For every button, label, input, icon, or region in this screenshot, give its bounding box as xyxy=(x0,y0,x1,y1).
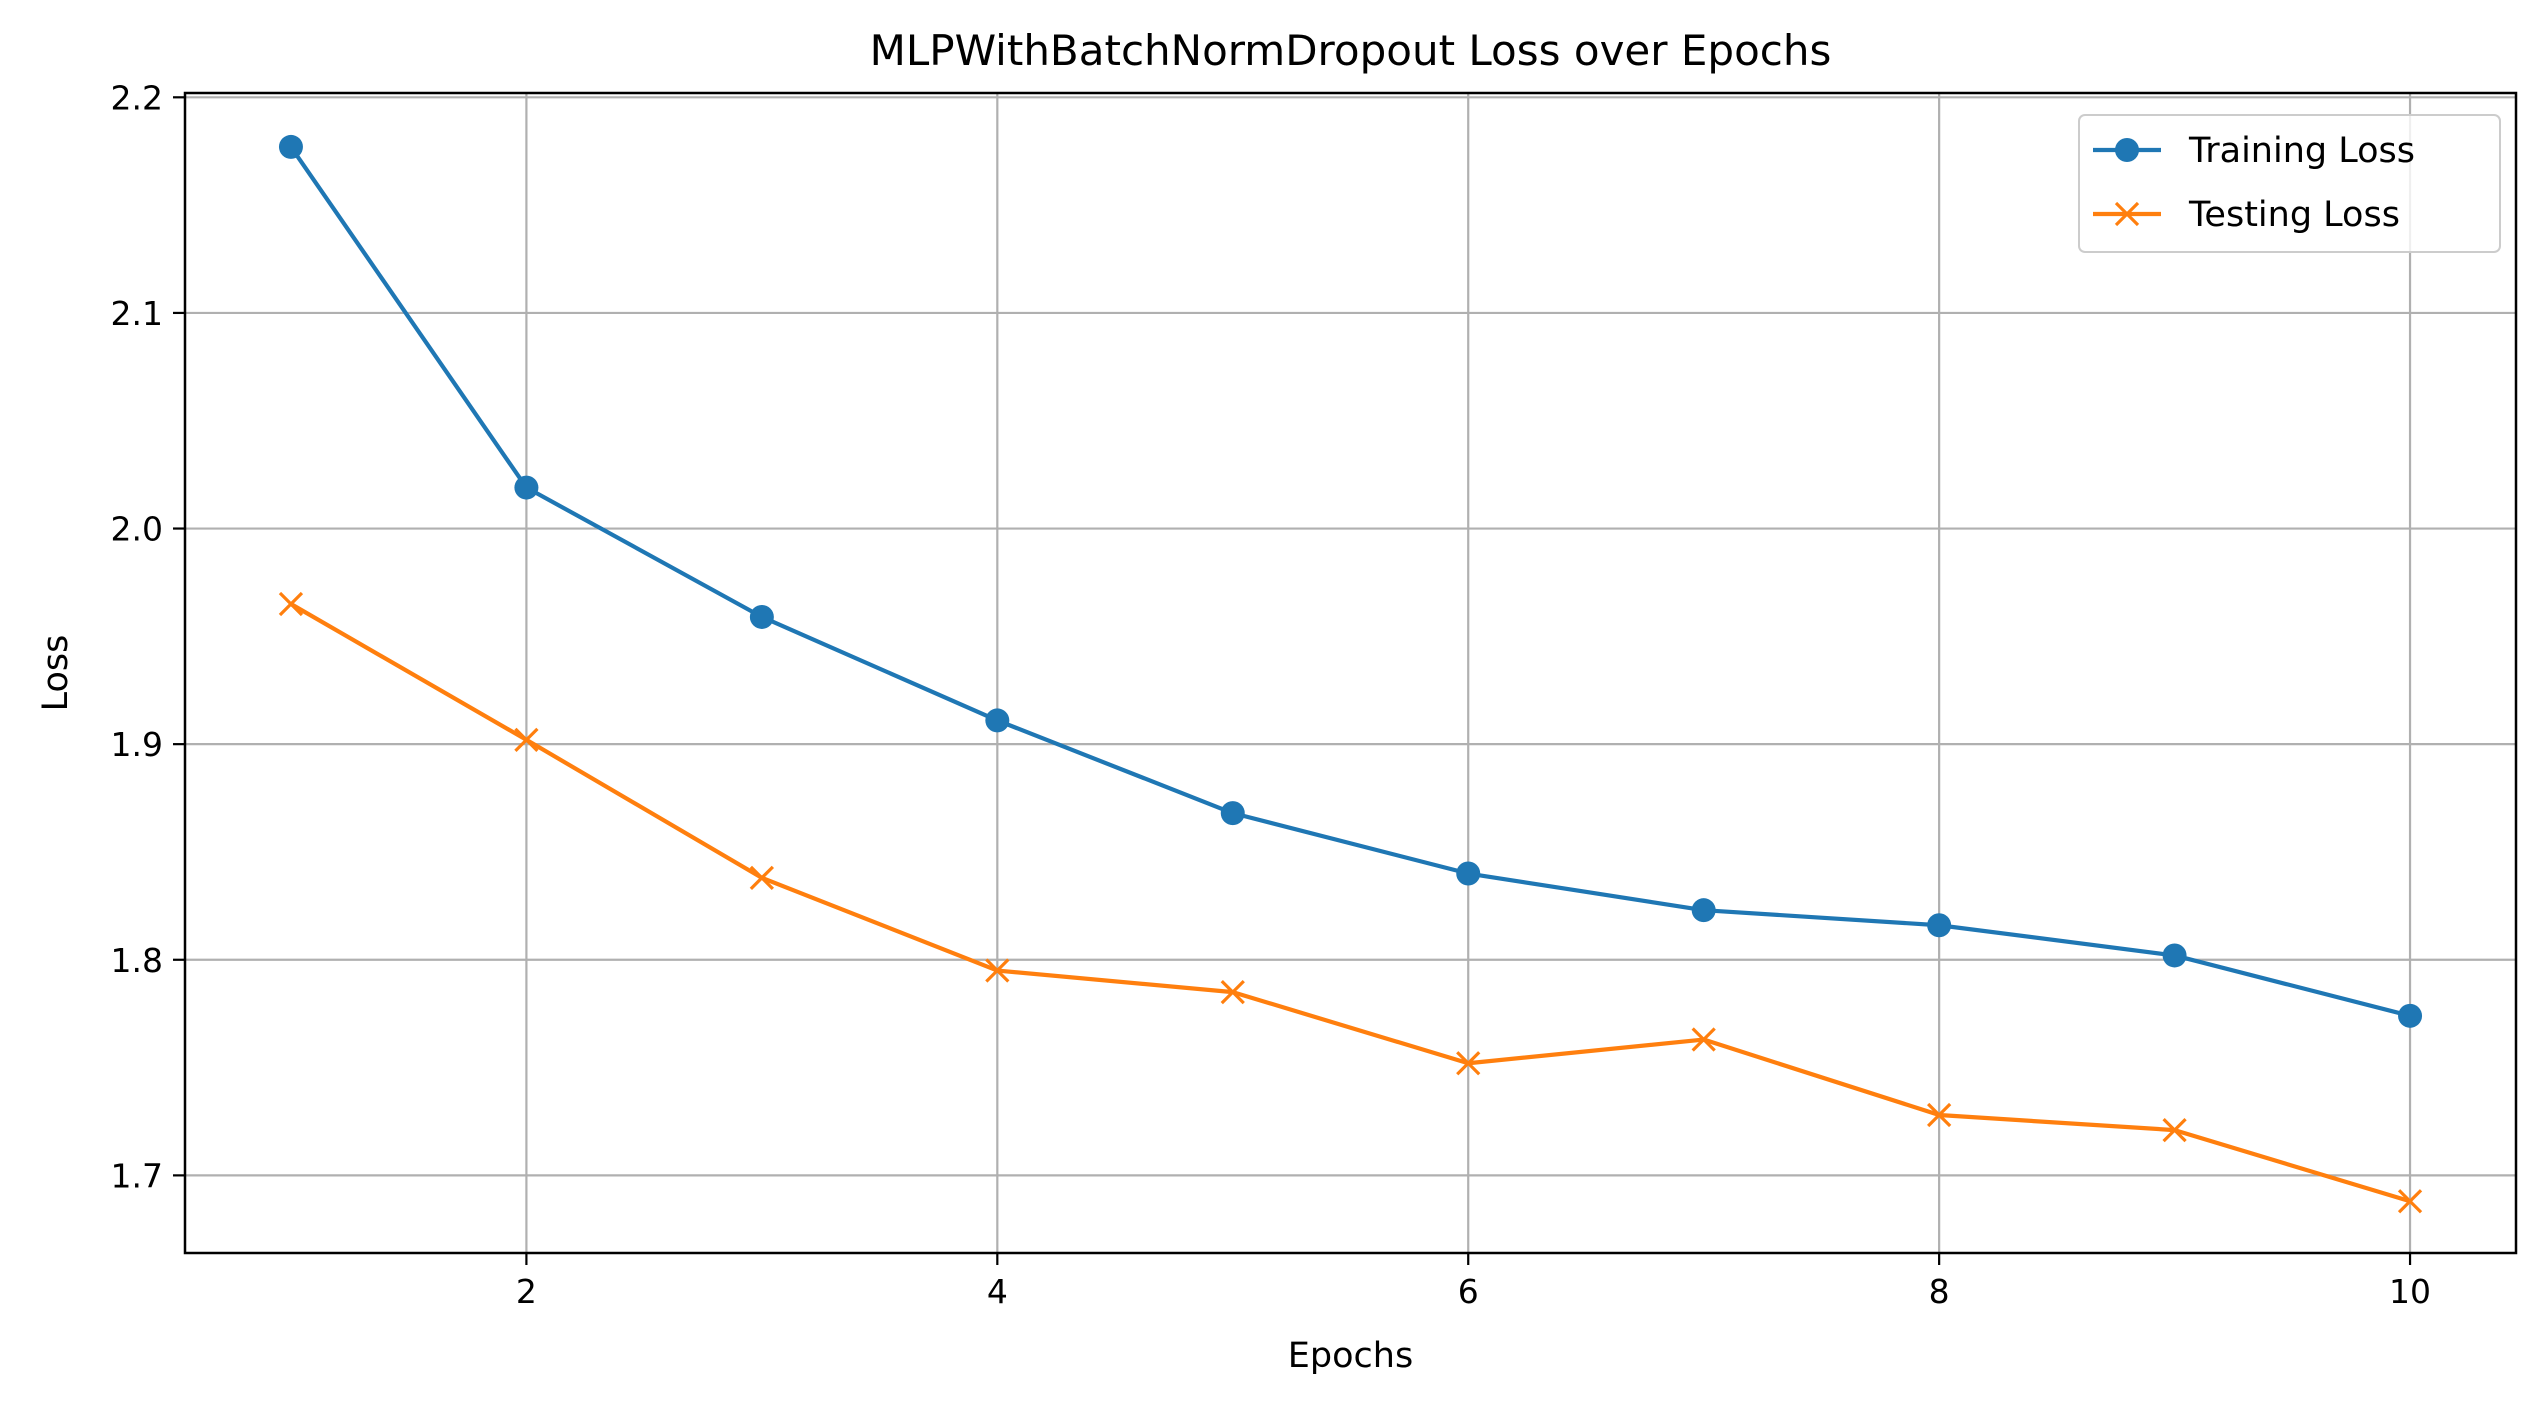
x-tick-label: 2 xyxy=(516,1272,537,1311)
x-marker-stroke xyxy=(2114,201,2140,227)
legend-label: Training Loss xyxy=(2188,131,2415,171)
x-tick-label: 8 xyxy=(1929,1272,1950,1311)
training-loss-point xyxy=(985,708,1010,733)
legend-label: Testing Loss xyxy=(2188,195,2400,235)
legend-entries: Training Loss Testing Loss xyxy=(2093,131,2415,235)
x-marker-stroke xyxy=(1927,1102,1952,1128)
training-loss-point xyxy=(1691,898,1716,923)
testing-loss-point xyxy=(2162,1117,2187,1143)
testing-loss-point xyxy=(749,865,774,890)
testing-loss-point xyxy=(2397,1189,2423,1214)
x-marker-stroke xyxy=(278,591,304,617)
training-loss-point xyxy=(1220,801,1245,826)
x-axis-label: Epochs xyxy=(1288,1336,1413,1376)
y-tick-label: 1.8 xyxy=(111,941,163,980)
x-marker-stroke xyxy=(2162,1117,2187,1143)
training-loss-point xyxy=(749,604,774,629)
x-marker-stroke xyxy=(514,727,539,752)
x-tick-label: 10 xyxy=(2389,1272,2431,1311)
plot-frame xyxy=(183,91,2518,1255)
legend-entry-testing-loss: Testing Loss xyxy=(2093,195,2400,235)
ticks: 2 4 6 8 10 1.7 1.8 1.9 2.0 2.1 2.2 xyxy=(111,78,2432,1311)
testing-loss-point xyxy=(1220,979,1245,1005)
legend-swatch-marker xyxy=(2114,201,2140,227)
testing-loss-point xyxy=(1927,1102,1952,1128)
training-loss-point xyxy=(514,475,539,500)
training-loss-point xyxy=(1456,861,1481,886)
legend-swatch-marker xyxy=(2115,138,2139,162)
x-marker-stroke xyxy=(1456,1051,1481,1076)
testing-loss-point xyxy=(514,727,539,752)
testing-loss-point xyxy=(1691,1027,1716,1052)
x-marker-stroke xyxy=(749,865,774,890)
x-marker-stroke xyxy=(1691,1027,1716,1052)
x-tick-label: 4 xyxy=(987,1272,1008,1311)
x-tick-label: 6 xyxy=(1458,1272,1479,1311)
training-loss-point xyxy=(2162,943,2187,968)
testing-loss-series xyxy=(278,591,2423,1214)
x-marker-stroke xyxy=(1220,979,1245,1005)
legend-entry-training-loss: Training Loss xyxy=(2093,131,2415,171)
y-tick-label: 2.0 xyxy=(111,510,163,549)
testing-loss-point xyxy=(1456,1051,1481,1076)
y-tick-label: 1.7 xyxy=(111,1156,163,1195)
y-tick-label: 1.9 xyxy=(111,725,163,764)
training-loss-point xyxy=(2398,1003,2423,1028)
grid xyxy=(185,93,2516,1253)
chart-title: MLPWithBatchNormDropout Loss over Epochs xyxy=(870,26,1832,75)
training-loss-series xyxy=(278,134,2423,1028)
training-loss-line xyxy=(289,145,2411,1018)
training-loss-point xyxy=(278,134,303,159)
testing-loss-point xyxy=(985,958,1010,983)
legend-box xyxy=(2078,114,2501,253)
training-loss-point xyxy=(1927,913,1952,938)
y-tick-label: 2.1 xyxy=(111,294,163,333)
y-tick-label: 2.2 xyxy=(111,78,163,117)
testing-loss-point xyxy=(278,591,304,617)
series-layer xyxy=(278,134,2423,1214)
x-marker-stroke xyxy=(2397,1189,2423,1214)
legend: Training Loss Testing Loss xyxy=(2078,114,2501,253)
y-axis-label: Loss xyxy=(36,635,76,712)
x-marker-stroke xyxy=(985,958,1010,983)
testing-loss-line xyxy=(289,602,2411,1204)
